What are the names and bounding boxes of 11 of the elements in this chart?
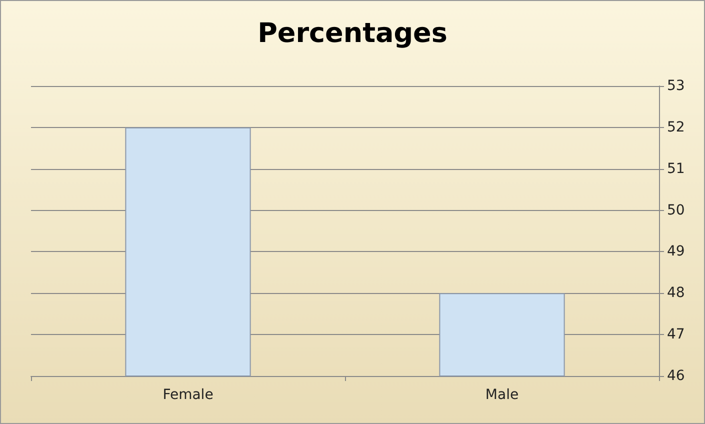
y-tick-label: 50 <box>667 202 685 218</box>
x-tick-label: Male <box>485 387 519 403</box>
y-tick-label: 52 <box>667 119 685 136</box>
y-tick-label: 47 <box>667 326 685 343</box>
y-tick-label: 46 <box>667 368 685 384</box>
y-tick-label: 51 <box>667 160 685 177</box>
y-tick-label: 49 <box>667 244 685 260</box>
x-tick-label: Female <box>162 387 214 403</box>
y-tick-label: 48 <box>667 285 685 302</box>
chart-title: Percentages <box>258 18 448 49</box>
y-tick-label: 53 <box>667 78 685 94</box>
